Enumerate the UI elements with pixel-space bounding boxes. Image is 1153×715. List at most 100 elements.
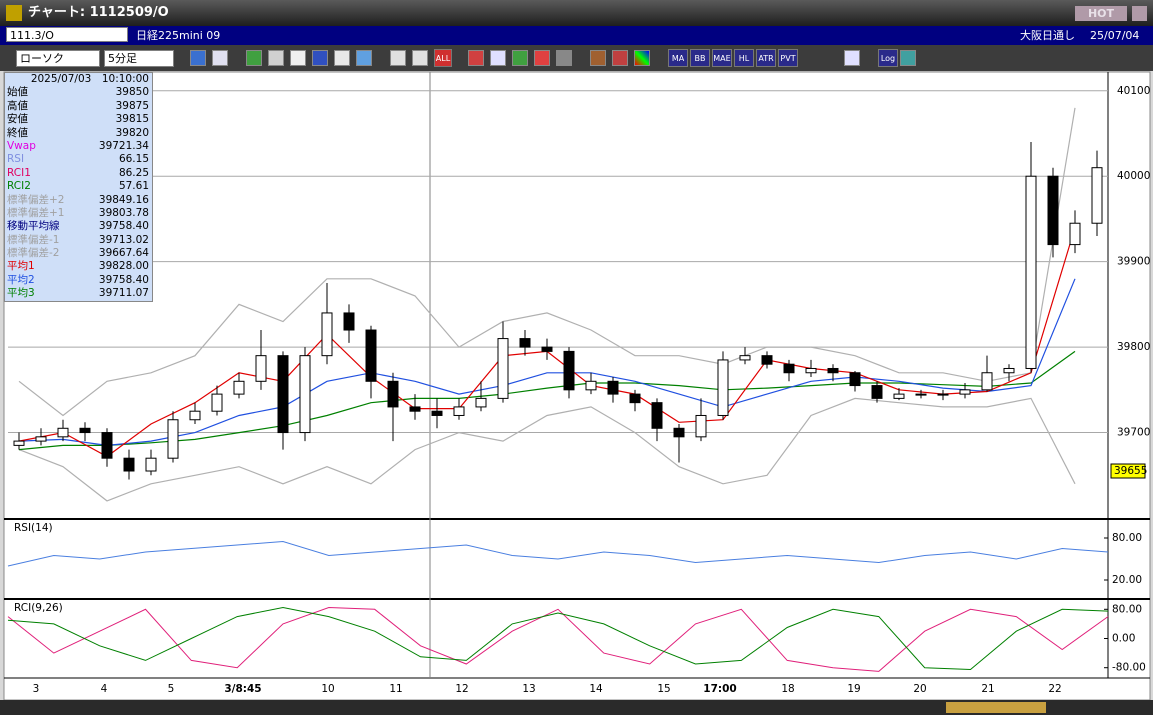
info-row: RSI 66.15 bbox=[5, 153, 152, 166]
tool-button[interactable]: ATR bbox=[756, 49, 776, 67]
info-label: 標準偏差+2 bbox=[7, 193, 65, 206]
tool-icon[interactable] bbox=[634, 50, 650, 66]
info-value: 57.61 bbox=[118, 180, 149, 193]
candle-body bbox=[937, 393, 949, 396]
candle-body bbox=[497, 338, 509, 399]
info-value: 39875 bbox=[115, 99, 149, 112]
info-row: Vwap 39721.34 bbox=[5, 140, 152, 153]
candle-body bbox=[101, 432, 113, 459]
candle-body bbox=[343, 312, 355, 331]
hot-button[interactable]: HOT bbox=[1075, 6, 1127, 21]
candle-body bbox=[1069, 222, 1081, 246]
tool-button[interactable]: PVT bbox=[778, 49, 798, 67]
tool-icon[interactable] bbox=[612, 50, 628, 66]
info-label: 標準偏差+1 bbox=[7, 206, 65, 219]
candle-body bbox=[1025, 175, 1037, 369]
tool-icon[interactable] bbox=[534, 50, 550, 66]
info-value: 66.15 bbox=[118, 153, 149, 166]
indicator-line bbox=[18, 107, 1076, 417]
info-value: 39828.00 bbox=[98, 260, 149, 273]
interval-select[interactable]: 5分足 bbox=[104, 50, 174, 67]
tool-icon[interactable] bbox=[246, 50, 262, 66]
tool-icon[interactable] bbox=[334, 50, 350, 66]
scrollbar[interactable] bbox=[0, 700, 1153, 715]
info-value: 39849.16 bbox=[98, 193, 149, 206]
tool-icon[interactable] bbox=[590, 50, 606, 66]
tool-button[interactable]: HL bbox=[734, 49, 754, 67]
info-value: 39803.78 bbox=[98, 206, 149, 219]
tool-icon[interactable] bbox=[490, 50, 506, 66]
tool-icon[interactable] bbox=[312, 50, 328, 66]
tool-icon[interactable] bbox=[556, 50, 572, 66]
tool-icon[interactable] bbox=[212, 50, 228, 66]
y-tick-label: 80.00 bbox=[1112, 532, 1142, 544]
tool-icon[interactable] bbox=[268, 50, 284, 66]
candle-body bbox=[233, 380, 245, 395]
candle-body bbox=[79, 427, 91, 434]
info-row: 安値 39815 bbox=[5, 113, 152, 126]
info-value: 39815 bbox=[115, 113, 149, 126]
tool-icon[interactable] bbox=[390, 50, 406, 66]
candle-body bbox=[167, 419, 179, 459]
instrument-name: 日経225mini 09 bbox=[136, 29, 221, 42]
tool-icon[interactable] bbox=[290, 50, 306, 66]
code-combo[interactable]: 111.3/O bbox=[6, 27, 128, 42]
scrollbar-thumb[interactable] bbox=[946, 702, 1046, 713]
tool-icon[interactable] bbox=[512, 50, 528, 66]
info-label: 安値 bbox=[7, 113, 28, 126]
info-row: 終値 39820 bbox=[5, 127, 152, 140]
indicator-line bbox=[18, 397, 1076, 502]
x-tick-label: 3 bbox=[33, 683, 40, 695]
info-row: 平均1 39828.00 bbox=[5, 260, 152, 273]
tool-button[interactable]: Log bbox=[878, 49, 898, 67]
rsi-label: RSI(14) bbox=[14, 522, 53, 534]
rci-label: RCI(9,26) bbox=[14, 602, 63, 614]
candle-body bbox=[783, 363, 795, 374]
info-label: 終値 bbox=[7, 126, 28, 139]
info-value: 39713.02 bbox=[98, 233, 149, 246]
candle-body bbox=[651, 402, 663, 429]
tool-icon[interactable] bbox=[190, 50, 206, 66]
x-tick-label: 3/8:45 bbox=[224, 683, 261, 695]
candle-body bbox=[893, 393, 905, 399]
info-value: 86.25 bbox=[118, 166, 149, 179]
candle-body bbox=[123, 457, 135, 472]
tool-icon[interactable] bbox=[412, 50, 428, 66]
tool-button[interactable]: MA bbox=[668, 49, 688, 67]
info-row: 標準偏差-1 39713.02 bbox=[5, 234, 152, 247]
tool-icon[interactable] bbox=[844, 50, 860, 66]
candle-body bbox=[629, 393, 641, 404]
y-tick-label: 0.00 bbox=[1112, 633, 1135, 645]
x-tick-label: 22 bbox=[1048, 683, 1061, 695]
info-row: 標準偏差+1 39803.78 bbox=[5, 207, 152, 220]
indicator-line bbox=[7, 540, 1109, 567]
candle-body bbox=[365, 329, 377, 382]
info-label: 移動平均線 bbox=[7, 220, 60, 233]
tool-icon[interactable] bbox=[356, 50, 372, 66]
x-tick-label: 21 bbox=[981, 683, 994, 695]
y-tick-label: 39900 bbox=[1117, 256, 1150, 268]
info-value: 39820 bbox=[115, 126, 149, 139]
window-title: チャート: 1112509/O bbox=[28, 5, 169, 20]
y-tick-label: 80.00 bbox=[1112, 603, 1142, 615]
candle-body bbox=[409, 406, 421, 412]
info-label: Vwap bbox=[7, 139, 36, 152]
current-price: 39655 bbox=[1114, 465, 1147, 477]
info-row: 移動平均線 39758.40 bbox=[5, 220, 152, 233]
tool-icon[interactable] bbox=[900, 50, 916, 66]
y-tick-label: 20.00 bbox=[1112, 574, 1142, 586]
tool-button[interactable]: BB bbox=[690, 49, 710, 67]
info-row: 平均3 39711.07 bbox=[5, 287, 152, 300]
candle-body bbox=[695, 414, 707, 438]
chart-type-select[interactable]: ローソク bbox=[16, 50, 100, 67]
tool-icon[interactable] bbox=[468, 50, 484, 66]
info-label: 始値 bbox=[7, 86, 28, 99]
candle-body bbox=[145, 457, 157, 472]
close-button[interactable] bbox=[1132, 6, 1147, 21]
tool-button[interactable]: MAE bbox=[712, 49, 732, 67]
candle-body bbox=[673, 427, 685, 438]
info-row: 平均2 39758.40 bbox=[5, 274, 152, 287]
tool-button[interactable]: ALL bbox=[434, 49, 452, 67]
candle-body bbox=[321, 312, 333, 357]
